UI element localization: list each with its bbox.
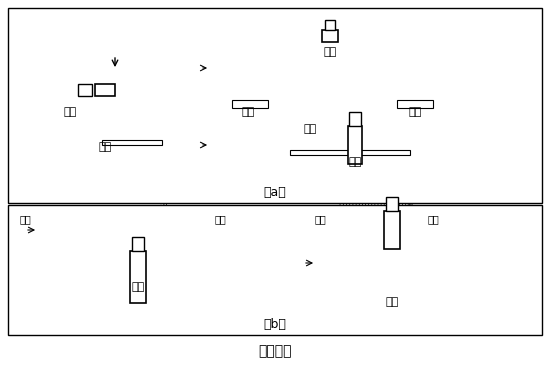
Bar xyxy=(384,211,400,249)
Text: （b）: （b） xyxy=(263,318,287,331)
Text: 图（四）: 图（四） xyxy=(258,344,292,358)
Bar xyxy=(397,100,433,108)
Text: 错误: 错误 xyxy=(386,297,399,307)
Bar xyxy=(95,84,115,96)
Text: 气泡: 气泡 xyxy=(428,214,440,224)
Text: 气泡: 气泡 xyxy=(315,214,327,224)
Bar xyxy=(322,30,338,42)
Text: 液体: 液体 xyxy=(408,107,422,117)
Bar xyxy=(349,112,361,126)
Bar xyxy=(130,251,146,303)
Bar xyxy=(232,100,268,108)
Text: 液体: 液体 xyxy=(241,107,255,117)
Text: 正确: 正确 xyxy=(323,47,337,57)
Text: 正确: 正确 xyxy=(63,107,76,117)
Bar xyxy=(102,140,162,145)
Bar xyxy=(78,84,92,96)
Text: 液体: 液体 xyxy=(348,157,362,167)
Bar xyxy=(8,8,542,203)
Text: 气泡: 气泡 xyxy=(215,214,227,224)
Bar xyxy=(386,197,398,211)
Text: 正确: 正确 xyxy=(131,282,145,292)
Bar xyxy=(8,205,542,335)
Bar xyxy=(325,20,335,30)
Text: 液体: 液体 xyxy=(98,142,112,152)
Text: （a）: （a） xyxy=(263,186,287,199)
Bar xyxy=(132,237,144,251)
Text: 错误: 错误 xyxy=(304,124,317,134)
Text: 气泡: 气泡 xyxy=(20,214,32,224)
Bar xyxy=(290,150,410,155)
Bar xyxy=(348,126,362,164)
